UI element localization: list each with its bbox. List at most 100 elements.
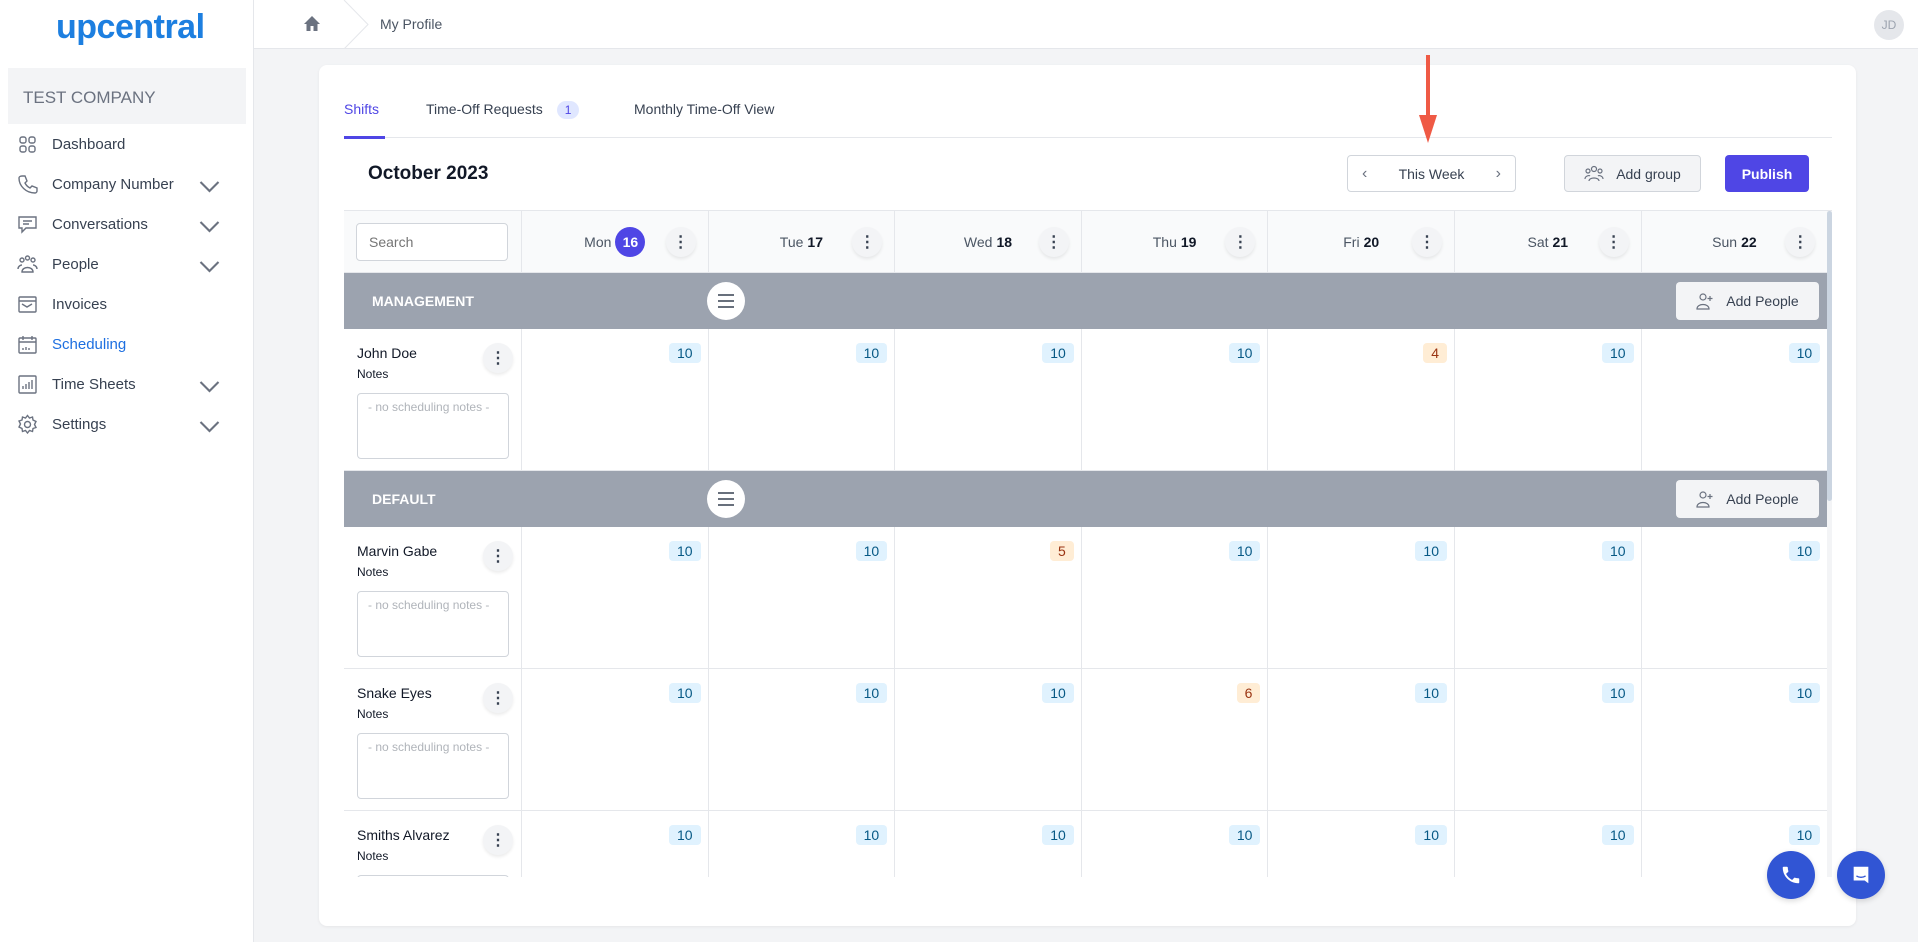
sidebar-item-time-sheets[interactable]: Time Sheets (0, 364, 254, 404)
sidebar-item-dashboard[interactable]: Dashboard (0, 124, 254, 164)
hours-badge[interactable]: 10 (1228, 825, 1261, 845)
hours-badge[interactable]: 10 (1602, 343, 1634, 363)
group-menu-button[interactable] (707, 282, 745, 320)
person-menu-button[interactable]: ⋮ (483, 825, 513, 855)
sidebar-item-conversations[interactable]: Conversations (0, 204, 254, 244)
hours-badge[interactable]: 6 (1236, 683, 1261, 703)
search-input[interactable] (356, 223, 508, 261)
phone-button[interactable] (1767, 851, 1815, 899)
shift-cell[interactable]: 10 (1454, 669, 1641, 811)
shift-cell[interactable]: 10 (894, 329, 1081, 471)
hours-badge[interactable]: 10 (1042, 343, 1074, 363)
hours-badge[interactable]: 10 (1042, 683, 1074, 703)
person-name[interactable]: Snake Eyes (357, 685, 432, 701)
hours-badge[interactable]: 10 (669, 343, 701, 363)
shift-cell[interactable]: 10 (707, 811, 895, 877)
shift-cell[interactable]: 5 (894, 527, 1081, 669)
hours-badge[interactable]: 10 (669, 825, 701, 845)
home-icon[interactable] (302, 14, 322, 34)
shift-cell[interactable]: 10 (1640, 527, 1828, 669)
hours-badge[interactable]: 10 (1602, 825, 1634, 845)
scheduling-notes-input[interactable]: - no scheduling notes - (357, 733, 509, 799)
shift-cell[interactable]: 10 (1080, 811, 1268, 877)
logo[interactable]: upcentral (56, 8, 205, 46)
day-menu-button[interactable]: ⋮ (1411, 227, 1442, 257)
shift-cell[interactable]: 10 (1267, 669, 1454, 811)
shift-cell[interactable]: 10 (707, 329, 895, 471)
shift-cell[interactable]: 10 (1080, 329, 1268, 471)
shift-cell[interactable]: 10 (1267, 811, 1454, 877)
shift-cell[interactable]: 10 (1454, 527, 1641, 669)
scrollbar[interactable] (1827, 211, 1832, 877)
hours-badge[interactable]: 10 (855, 683, 888, 703)
chevron-down-icon[interactable] (199, 416, 220, 437)
shift-cell[interactable]: 10 (521, 811, 708, 877)
chevron-left-icon[interactable]: ‹ (1362, 164, 1368, 182)
shift-cell[interactable]: 10 (1640, 811, 1828, 877)
chevron-right-icon[interactable]: › (1495, 164, 1501, 182)
person-menu-button[interactable]: ⋮ (483, 343, 513, 373)
hours-badge[interactable]: 10 (1788, 541, 1821, 561)
sidebar-item-scheduling[interactable]: Scheduling (0, 324, 254, 364)
add-people-button[interactable]: Add People (1676, 480, 1819, 518)
shift-cell[interactable]: 10 (521, 527, 708, 669)
sidebar-item-company-number[interactable]: Company Number (0, 164, 254, 204)
chat-button[interactable] (1837, 851, 1885, 899)
shift-cell[interactable]: 10 (1267, 527, 1454, 669)
hours-badge[interactable]: 4 (1423, 343, 1447, 363)
chevron-down-icon[interactable] (199, 256, 220, 277)
hours-badge[interactable]: 10 (1602, 683, 1634, 703)
scrollbar-thumb[interactable] (1827, 211, 1832, 501)
sidebar-item-people[interactable]: People (0, 244, 254, 284)
scheduling-notes-input[interactable]: - no scheduling notes - (357, 393, 509, 459)
hours-badge[interactable]: 10 (1228, 343, 1261, 363)
shift-cell[interactable]: 10 (707, 527, 895, 669)
add-group-button[interactable]: Add group (1564, 155, 1701, 192)
tab-time-off-requests[interactable]: Time-Off Requests 1 (426, 101, 580, 119)
hours-badge[interactable]: 10 (1415, 683, 1447, 703)
shift-cell[interactable]: 10 (1454, 329, 1641, 471)
sidebar-item-invoices[interactable]: Invoices (0, 284, 254, 324)
day-menu-button[interactable]: ⋮ (1038, 227, 1069, 257)
hours-badge[interactable]: 10 (1228, 541, 1261, 561)
add-people-button[interactable]: Add People (1676, 282, 1819, 320)
week-label[interactable]: This Week (1398, 165, 1465, 182)
day-menu-button[interactable]: ⋮ (1225, 227, 1256, 257)
hours-badge[interactable]: 10 (855, 541, 888, 561)
shift-cell[interactable]: 10 (894, 811, 1081, 877)
person-menu-button[interactable]: ⋮ (483, 683, 513, 713)
publish-button[interactable]: Publish (1725, 155, 1809, 192)
hours-badge[interactable]: 10 (855, 825, 888, 845)
company-name[interactable]: TEST COMPANY (8, 68, 246, 124)
hours-badge[interactable]: 10 (1415, 541, 1447, 561)
chevron-down-icon[interactable] (199, 376, 220, 397)
chevron-down-icon[interactable] (199, 216, 220, 237)
hours-badge[interactable]: 10 (1788, 683, 1821, 703)
shift-cell[interactable]: 4 (1267, 329, 1454, 471)
hours-badge[interactable]: 10 (1042, 825, 1074, 845)
shift-cell[interactable]: 10 (1640, 329, 1828, 471)
group-menu-button[interactable] (707, 480, 745, 518)
chevron-down-icon[interactable] (199, 176, 220, 197)
sidebar-item-settings[interactable]: Settings (0, 404, 254, 444)
hours-badge[interactable]: 10 (1602, 541, 1634, 561)
day-menu-button[interactable]: ⋮ (852, 227, 883, 257)
shift-cell[interactable]: 10 (894, 669, 1081, 811)
hours-badge[interactable]: 10 (669, 683, 701, 703)
hours-badge[interactable]: 5 (1049, 541, 1074, 561)
scheduling-notes-input[interactable]: - no scheduling notes - (357, 875, 509, 877)
day-menu-button[interactable]: ⋮ (1785, 227, 1816, 257)
hours-badge[interactable]: 10 (855, 343, 888, 363)
shift-cell[interactable]: 10 (521, 669, 708, 811)
shift-cell[interactable]: 10 (707, 669, 895, 811)
person-name[interactable]: Smiths Alvarez (357, 827, 450, 843)
shift-cell[interactable]: 6 (1080, 669, 1268, 811)
hours-badge[interactable]: 10 (669, 541, 701, 561)
avatar[interactable]: JD (1874, 10, 1904, 40)
shift-cell[interactable]: 10 (1454, 811, 1641, 877)
hours-badge[interactable]: 10 (1788, 825, 1821, 845)
person-name[interactable]: John Doe (357, 345, 417, 361)
day-menu-button[interactable]: ⋮ (1598, 227, 1629, 257)
day-menu-button[interactable]: ⋮ (665, 227, 696, 257)
hours-badge[interactable]: 10 (1415, 825, 1447, 845)
